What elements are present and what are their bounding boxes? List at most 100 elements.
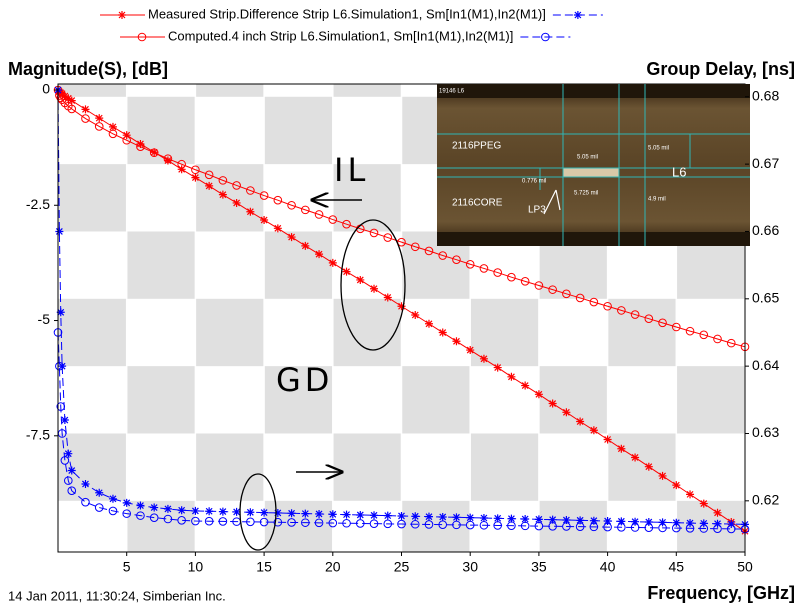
- data-point: [562, 408, 571, 417]
- data-point: [81, 479, 90, 488]
- data-point: [410, 519, 420, 529]
- data-point: [301, 205, 310, 215]
- data-point: [617, 306, 626, 315]
- data-point: [246, 517, 255, 527]
- data-point: [493, 268, 502, 277]
- data-point: [534, 521, 544, 531]
- data-point: [191, 173, 200, 182]
- x-tick-label: 40: [600, 559, 616, 575]
- data-point: [644, 518, 653, 527]
- data-point: [287, 233, 296, 242]
- grid-cell: [264, 231, 333, 299]
- data-point: [370, 511, 379, 520]
- grid-cell: [264, 366, 333, 434]
- data-point: [493, 514, 502, 523]
- data-point: [713, 524, 722, 534]
- data-point: [273, 508, 282, 517]
- data-point: [548, 399, 557, 408]
- data-point: [424, 319, 433, 328]
- grid-cell: [332, 298, 402, 367]
- data-point: [713, 519, 722, 528]
- data-point: [56, 93, 66, 103]
- legend: Measured Strip.Difference Strip L6.Simul…: [100, 6, 603, 43]
- il-ellipse: [340, 219, 406, 351]
- inset-label: 5.05 mil: [648, 146, 669, 152]
- data-point: [67, 96, 76, 105]
- data-point: [67, 104, 77, 114]
- data-point: [617, 517, 626, 526]
- data-point: [218, 507, 227, 516]
- data-point: [95, 488, 104, 497]
- data-point: [507, 521, 516, 530]
- data-point: [699, 499, 708, 508]
- data-point: [548, 285, 557, 294]
- data-point: [56, 402, 66, 411]
- data-point: [658, 518, 667, 527]
- data-point: [67, 486, 77, 496]
- data-point: [438, 251, 448, 260]
- data-point: [315, 250, 324, 259]
- grid-cell: [195, 164, 265, 232]
- data-point: [246, 508, 255, 517]
- data-point: [301, 241, 310, 250]
- grid-cell: [676, 366, 745, 434]
- data-point: [603, 522, 612, 532]
- data-point: [576, 417, 585, 426]
- data-point: [342, 518, 351, 528]
- data-point: [438, 512, 447, 521]
- gd-annotation: GD: [276, 361, 333, 399]
- series-line: [57, 332, 746, 530]
- data-point: [163, 504, 172, 513]
- data-point: [658, 523, 667, 533]
- grid-cell: [195, 298, 265, 367]
- data-point: [356, 275, 365, 284]
- data-point: [630, 523, 640, 532]
- data-point: [548, 515, 557, 524]
- data-point: [397, 519, 406, 529]
- data-point: [94, 503, 104, 512]
- y-tick-label: -5: [38, 311, 51, 327]
- data-point: [355, 519, 365, 528]
- data-point: [328, 215, 338, 224]
- data-point: [122, 498, 131, 507]
- x-axis-title: Frequency, [GHz]: [647, 583, 795, 603]
- data-point: [644, 523, 654, 532]
- data-point: [301, 518, 310, 527]
- data-point: [60, 416, 69, 425]
- data-point: [479, 520, 489, 530]
- data-point: [246, 186, 255, 195]
- y-tick-label: 0: [42, 81, 50, 97]
- data-point: [562, 516, 571, 525]
- data-point: [589, 297, 599, 307]
- x-tick-label: 20: [325, 559, 341, 575]
- data-point: [356, 510, 365, 519]
- data-point: [603, 517, 612, 526]
- x-tick-label: 30: [462, 559, 478, 575]
- data-point: [631, 453, 640, 462]
- data-point: [64, 449, 73, 458]
- x-tick-label: 50: [737, 559, 753, 575]
- data-point: [150, 503, 159, 512]
- data-point: [260, 216, 269, 225]
- data-point: [369, 228, 379, 238]
- data-point: [520, 277, 530, 286]
- grid-cell: [58, 433, 127, 501]
- data-point: [287, 509, 296, 518]
- data-point: [177, 159, 186, 169]
- data-point: [713, 508, 722, 517]
- data-point: [410, 242, 420, 252]
- x-tick-label: 35: [531, 559, 547, 575]
- data-point: [81, 105, 90, 114]
- data-point: [548, 521, 557, 531]
- data-point: [191, 506, 200, 515]
- data-point: [575, 293, 585, 303]
- data-point: [273, 517, 283, 527]
- data-point: [672, 481, 681, 490]
- data-point: [493, 521, 502, 530]
- data-point: [314, 518, 324, 528]
- data-point: [713, 334, 722, 344]
- data-point: [383, 511, 392, 520]
- data-point: [246, 207, 255, 216]
- inset-pointer: [543, 189, 561, 215]
